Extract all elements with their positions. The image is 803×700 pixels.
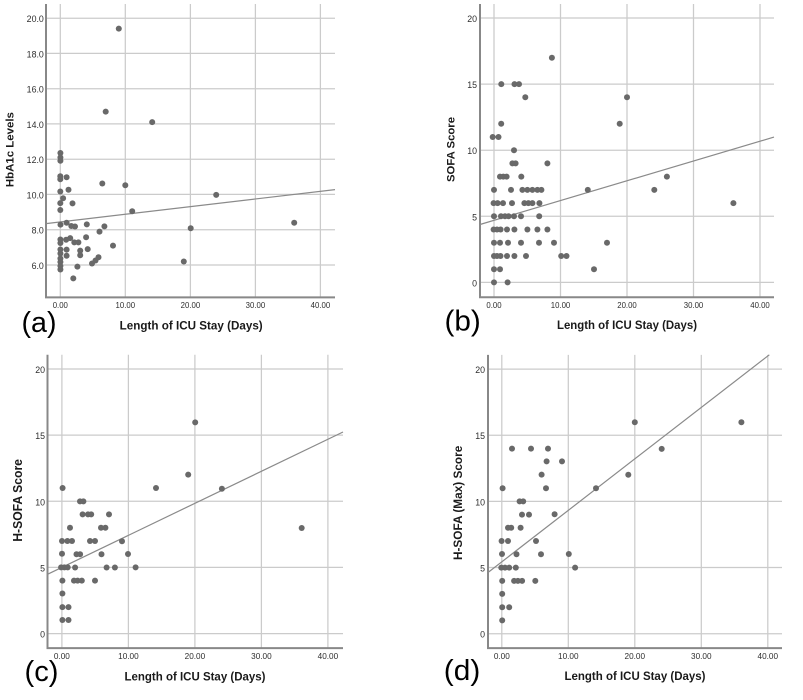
svg-text:30.00: 30.00: [246, 301, 266, 310]
svg-text:SOFA Score: SOFA Score: [446, 117, 458, 182]
svg-text:20.00: 20.00: [625, 652, 646, 661]
svg-text:6.0: 6.0: [32, 261, 44, 271]
svg-text:(b): (b): [445, 305, 481, 337]
svg-text:40.00: 40.00: [750, 301, 770, 310]
svg-text:15: 15: [35, 431, 45, 441]
svg-text:0.00: 0.00: [486, 301, 502, 310]
svg-text:40.00: 40.00: [758, 652, 779, 661]
svg-text:18.0: 18.0: [27, 49, 44, 59]
svg-text:5: 5: [472, 212, 477, 222]
svg-text:10.00: 10.00: [118, 652, 139, 661]
svg-text:10.00: 10.00: [116, 301, 136, 310]
svg-text:20.0: 20.0: [27, 14, 44, 24]
svg-text:20: 20: [475, 365, 485, 375]
svg-text:0: 0: [480, 630, 485, 640]
svg-text:14.0: 14.0: [27, 120, 44, 130]
svg-text:0.00: 0.00: [54, 652, 70, 661]
svg-text:0: 0: [40, 630, 45, 640]
svg-text:12.0: 12.0: [27, 155, 44, 165]
svg-text:Length of ICU Stay (Days): Length of ICU Stay (Days): [557, 320, 697, 332]
svg-text:40.00: 40.00: [311, 301, 331, 310]
svg-text:10.00: 10.00: [551, 301, 571, 310]
svg-text:20: 20: [35, 365, 45, 375]
svg-text:(a): (a): [22, 307, 57, 339]
svg-text:30.00: 30.00: [691, 652, 712, 661]
svg-text:H-SOFA Score: H-SOFA Score: [11, 459, 25, 542]
svg-text:30.00: 30.00: [684, 301, 704, 310]
svg-text:20.00: 20.00: [185, 652, 206, 661]
svg-text:Length of ICU Stay (Days): Length of ICU Stay (Days): [125, 672, 266, 684]
svg-text:Length of ICU Stay (Days): Length of ICU Stay (Days): [120, 321, 263, 333]
svg-text:15: 15: [475, 431, 485, 441]
svg-text:5: 5: [480, 564, 485, 574]
svg-text:15: 15: [467, 80, 477, 90]
svg-text:20.00: 20.00: [617, 301, 637, 310]
svg-text:H-SOFA (Max) Score: H-SOFA (Max) Score: [451, 445, 465, 560]
svg-text:HbA1c Levels: HbA1c Levels: [5, 112, 17, 187]
svg-text:10: 10: [467, 146, 477, 156]
svg-text:0.00: 0.00: [53, 301, 69, 310]
svg-text:0.00: 0.00: [494, 652, 510, 661]
svg-text:(d): (d): [444, 655, 481, 687]
svg-text:Length of ICU Stay (Days): Length of ICU Stay (Days): [565, 671, 706, 683]
svg-text:0: 0: [472, 278, 477, 288]
svg-text:10: 10: [475, 497, 485, 507]
svg-text:8.0: 8.0: [32, 226, 44, 236]
svg-text:10.0: 10.0: [27, 190, 44, 200]
svg-text:20: 20: [467, 14, 477, 24]
svg-text:5: 5: [40, 563, 45, 573]
svg-text:10.00: 10.00: [558, 652, 579, 661]
svg-text:10: 10: [35, 497, 45, 507]
svg-text:16.0: 16.0: [27, 85, 44, 95]
svg-text:40.00: 40.00: [318, 652, 339, 661]
svg-text:20.00: 20.00: [181, 301, 201, 310]
svg-text:(c): (c): [25, 656, 59, 688]
svg-text:30.00: 30.00: [251, 652, 272, 661]
